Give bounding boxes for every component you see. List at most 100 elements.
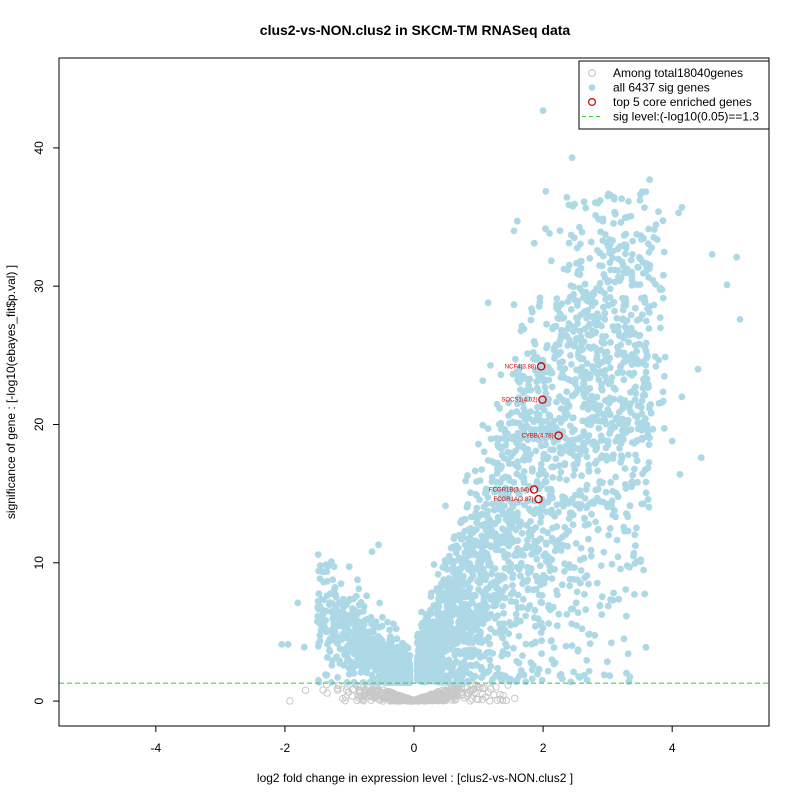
sig-gene-point bbox=[595, 376, 603, 384]
sig-gene-point bbox=[610, 451, 617, 459]
nonsig-gene-point bbox=[466, 687, 474, 695]
sig-gene-point bbox=[542, 540, 550, 548]
sig-gene-point bbox=[479, 421, 487, 429]
sig-gene-point bbox=[497, 540, 504, 547]
sig-gene-point bbox=[358, 652, 366, 659]
sig-gene-point bbox=[538, 362, 546, 370]
sig-gene-point bbox=[631, 591, 638, 598]
sig-gene-point bbox=[578, 363, 586, 371]
sig-gene-point bbox=[627, 408, 635, 416]
sig-gene-point bbox=[435, 653, 443, 660]
sig-gene-point bbox=[618, 454, 626, 462]
sig-gene-point bbox=[424, 671, 432, 679]
sig-gene-point bbox=[512, 355, 519, 363]
sig-gene-point bbox=[571, 426, 578, 434]
sig-gene-point bbox=[445, 552, 453, 560]
sig-gene-point bbox=[499, 602, 507, 610]
sig-gene-point bbox=[473, 478, 480, 485]
sig-gene-point bbox=[598, 611, 606, 618]
sig-gene-point bbox=[531, 638, 539, 646]
nonsig-gene-point bbox=[473, 695, 481, 703]
sig-gene-point bbox=[345, 670, 353, 678]
sig-gene-point bbox=[446, 674, 453, 682]
sig-gene-point bbox=[659, 294, 667, 302]
sig-gene-point bbox=[560, 502, 567, 510]
sig-gene-point bbox=[547, 637, 555, 645]
sig-gene-point bbox=[478, 556, 486, 564]
x-axis: -4 -2 0 2 4 bbox=[150, 726, 676, 755]
sig-gene-point bbox=[543, 320, 550, 328]
sig-gene-point bbox=[467, 540, 475, 548]
sig-gene-point bbox=[631, 531, 639, 539]
sig-gene-point bbox=[555, 340, 563, 348]
sig-gene-point bbox=[637, 295, 645, 302]
sig-gene-point bbox=[643, 375, 651, 383]
sig-gene-point bbox=[423, 640, 431, 647]
nonsig-gene-point bbox=[319, 686, 327, 694]
sig-gene-point bbox=[610, 195, 618, 203]
x-tick-label: -4 bbox=[150, 741, 161, 755]
sig-gene-point bbox=[478, 639, 485, 646]
sig-gene-point bbox=[422, 611, 430, 618]
sig-gene-point bbox=[636, 255, 644, 263]
nonsig-gene-point bbox=[484, 688, 493, 696]
sig-gene-point bbox=[629, 471, 637, 479]
sig-gene-point bbox=[362, 664, 370, 672]
sig-gene-point bbox=[529, 549, 537, 557]
sig-gene-point bbox=[579, 288, 586, 296]
sig-gene-point bbox=[462, 477, 469, 485]
sig-gene-point bbox=[599, 340, 607, 347]
sig-gene-point bbox=[645, 325, 653, 332]
sig-gene-point bbox=[576, 487, 584, 495]
top-gene-label: NCF4(3.88) bbox=[505, 364, 536, 370]
sig-gene-point bbox=[516, 419, 523, 427]
sig-gene-point bbox=[491, 600, 498, 608]
sig-gene-point bbox=[467, 550, 475, 558]
sig-gene-point bbox=[315, 590, 323, 598]
sig-gene-point bbox=[441, 625, 449, 633]
sig-gene-point bbox=[559, 314, 566, 322]
sig-gene-point bbox=[326, 648, 334, 655]
nonsig-gene-point bbox=[414, 695, 422, 703]
sig-gene-point bbox=[536, 562, 544, 570]
sig-gene-point bbox=[605, 399, 613, 407]
sig-gene-point bbox=[518, 603, 526, 611]
sig-gene-point bbox=[416, 640, 424, 648]
y-tick-label: 30 bbox=[32, 279, 46, 293]
sig-gene-point bbox=[557, 374, 565, 381]
sig-gene-point bbox=[466, 534, 474, 542]
sig-gene-point bbox=[406, 679, 414, 686]
sig-gene-point bbox=[585, 535, 592, 543]
sig-gene-point bbox=[584, 306, 592, 314]
sig-gene-point bbox=[652, 280, 659, 288]
sig-gene-point bbox=[633, 230, 641, 238]
sig-gene-point bbox=[551, 547, 559, 555]
sig-gene-point bbox=[326, 601, 333, 608]
sig-gene-point bbox=[522, 612, 530, 620]
top-gene-label: FCGR1A(3.87) bbox=[494, 497, 534, 503]
sig-gene-point bbox=[387, 656, 394, 664]
sig-gene-point bbox=[532, 356, 540, 363]
sig-gene-point bbox=[340, 661, 348, 669]
sig-gene-point bbox=[484, 649, 492, 656]
sig-gene-point bbox=[636, 331, 644, 339]
sig-gene-point bbox=[546, 230, 553, 237]
sig-gene-point bbox=[600, 548, 608, 556]
sig-gene-point bbox=[557, 547, 565, 554]
sig-gene-point bbox=[453, 628, 461, 636]
sig-gene-point bbox=[524, 569, 532, 577]
sig-gene-point bbox=[614, 493, 622, 501]
y-tick-label: 10 bbox=[32, 556, 46, 570]
sig-gene-point bbox=[515, 632, 523, 640]
sig-gene-point bbox=[607, 596, 614, 604]
sig-gene-point bbox=[614, 553, 622, 561]
sig-gene-point bbox=[633, 524, 640, 532]
sig-gene-point bbox=[536, 411, 543, 419]
sig-gene-point bbox=[547, 366, 554, 374]
sig-gene-point bbox=[602, 420, 610, 428]
sig-gene-point bbox=[510, 301, 518, 309]
legend-box bbox=[578, 60, 770, 130]
sig-gene-point bbox=[294, 599, 302, 607]
sig-gene-point bbox=[572, 501, 579, 509]
sig-gene-point bbox=[627, 311, 635, 319]
